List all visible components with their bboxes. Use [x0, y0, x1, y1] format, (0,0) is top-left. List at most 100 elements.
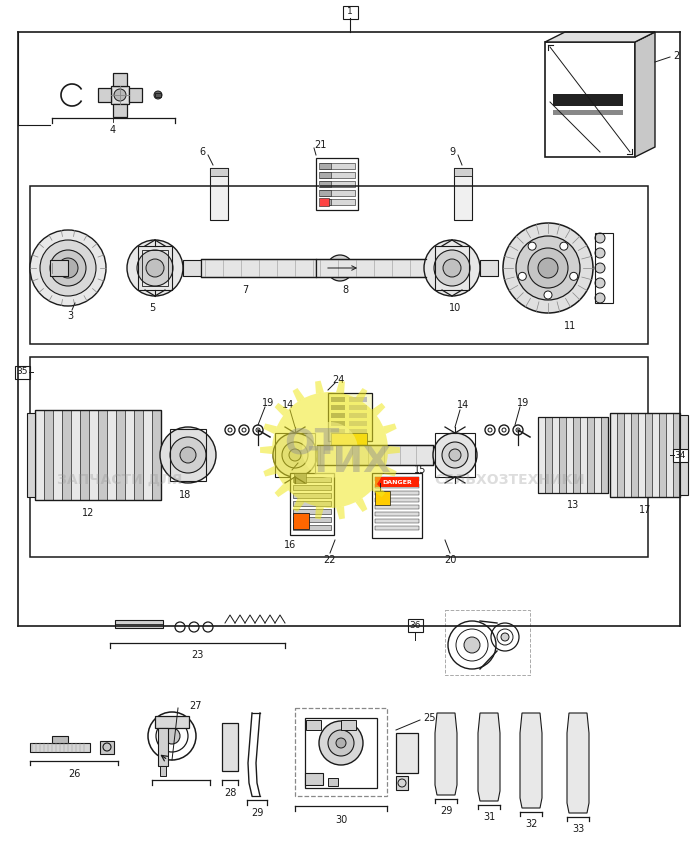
Text: ЗАПЧАСТИ ДЛЯ: ЗАПЧАСТИ ДЛЯ	[57, 473, 183, 487]
Bar	[407, 618, 423, 631]
Bar	[30, 743, 90, 752]
Bar	[27, 413, 35, 497]
Circle shape	[538, 258, 558, 278]
Bar	[594, 417, 601, 493]
Text: 27: 27	[189, 701, 202, 711]
Text: ОТ: ОТ	[284, 427, 340, 461]
Polygon shape	[388, 446, 400, 454]
Bar	[573, 417, 580, 493]
Bar	[673, 413, 680, 497]
Bar	[595, 233, 613, 303]
Bar	[552, 417, 559, 493]
Bar	[293, 501, 331, 506]
Bar	[610, 413, 617, 497]
Bar	[480, 260, 498, 276]
Text: 17: 17	[639, 505, 651, 515]
Bar	[129, 88, 142, 102]
Bar	[134, 410, 143, 500]
Bar	[454, 168, 472, 220]
Circle shape	[464, 637, 480, 653]
Text: 33: 33	[572, 824, 584, 834]
Text: 29: 29	[440, 806, 452, 816]
Bar	[666, 413, 673, 497]
Circle shape	[154, 91, 162, 99]
Bar	[319, 181, 355, 187]
Bar	[275, 433, 315, 477]
Bar	[680, 415, 688, 495]
Text: 10: 10	[449, 303, 461, 313]
Circle shape	[433, 433, 477, 477]
Polygon shape	[567, 713, 589, 813]
Bar	[293, 477, 331, 482]
Circle shape	[137, 250, 173, 286]
Bar	[116, 410, 125, 500]
Bar	[375, 477, 419, 487]
Bar	[107, 410, 116, 500]
Bar	[155, 716, 189, 728]
Bar	[319, 181, 331, 187]
Polygon shape	[260, 446, 272, 454]
Bar	[293, 509, 331, 514]
Polygon shape	[336, 507, 345, 520]
Text: СЕЛЬХОЗТЕХНИКИ: СЕЛЬХОЗТЕХНИКИ	[435, 473, 585, 487]
Circle shape	[424, 240, 480, 296]
Polygon shape	[356, 498, 368, 512]
Text: 8: 8	[342, 285, 348, 295]
Circle shape	[595, 263, 605, 273]
Circle shape	[501, 633, 509, 641]
Bar	[316, 158, 358, 210]
Circle shape	[50, 250, 86, 286]
Text: 3: 3	[67, 311, 73, 321]
Polygon shape	[435, 713, 457, 795]
Bar	[580, 417, 587, 493]
Text: 5: 5	[149, 303, 155, 313]
Bar	[52, 736, 68, 743]
Bar	[319, 199, 331, 205]
Bar	[331, 429, 345, 434]
Text: 12: 12	[82, 508, 94, 518]
Text: 7: 7	[242, 285, 248, 295]
Circle shape	[58, 258, 78, 278]
Bar	[435, 246, 469, 290]
Bar	[349, 421, 367, 426]
Bar	[587, 417, 594, 493]
Bar	[316, 259, 426, 277]
Circle shape	[560, 242, 568, 250]
Polygon shape	[263, 466, 277, 476]
Text: 36: 36	[410, 621, 421, 630]
Bar	[113, 73, 127, 86]
Bar	[601, 417, 608, 493]
Bar	[183, 260, 201, 276]
Circle shape	[434, 250, 470, 286]
Text: 11: 11	[564, 321, 576, 331]
Text: 14: 14	[282, 400, 294, 410]
Text: 13: 13	[567, 500, 579, 510]
Bar	[138, 246, 172, 290]
Bar	[638, 413, 645, 497]
Bar	[319, 163, 331, 169]
Bar	[375, 498, 419, 502]
Bar	[44, 410, 53, 500]
Bar	[331, 421, 345, 426]
Bar	[396, 733, 418, 773]
Bar	[158, 728, 168, 766]
Text: 14: 14	[457, 400, 469, 410]
Bar	[294, 473, 306, 483]
Bar	[80, 410, 89, 500]
Text: 23: 23	[191, 650, 203, 660]
Bar	[319, 172, 355, 178]
Circle shape	[319, 721, 363, 765]
Text: 34: 34	[674, 450, 686, 460]
Circle shape	[595, 233, 605, 243]
Bar	[50, 260, 68, 276]
Text: 21: 21	[314, 140, 326, 150]
Circle shape	[272, 392, 388, 508]
Bar	[652, 413, 659, 497]
Bar	[160, 766, 166, 776]
Bar	[349, 429, 367, 434]
Polygon shape	[293, 388, 304, 402]
Bar	[319, 163, 355, 169]
Bar	[375, 519, 419, 523]
Circle shape	[328, 730, 354, 756]
Circle shape	[164, 728, 180, 744]
